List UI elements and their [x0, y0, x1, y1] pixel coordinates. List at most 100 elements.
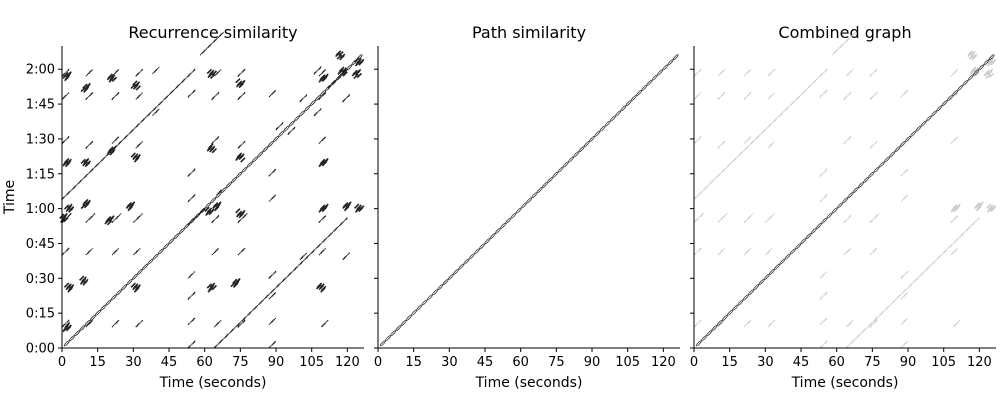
- main-diagonal-mark: [463, 258, 470, 265]
- recurrence-streak: [90, 69, 93, 73]
- recurrence-streak: [330, 232, 333, 235]
- x-tick-label: 60: [828, 355, 845, 370]
- recurrence-streak: [303, 254, 305, 257]
- recurrence-blob: [338, 51, 344, 57]
- main-diagonal-mark: [667, 59, 674, 66]
- recurrence-streak: [217, 136, 220, 139]
- recurrence-streak: [905, 169, 908, 173]
- recurrence-streak: [927, 266, 930, 269]
- main-diagonal-mark: [453, 268, 459, 275]
- recurrence-blob: [988, 72, 995, 79]
- main-diagonal-mark: [646, 79, 653, 86]
- recurrence-blob: [65, 72, 72, 79]
- recurrence-streak: [69, 212, 72, 215]
- recurrence-streak: [237, 74, 240, 78]
- recurrence-streak: [834, 49, 838, 53]
- recurrence-streak: [906, 340, 909, 343]
- recurrence-streak: [749, 143, 752, 146]
- recurrence-streak: [820, 73, 823, 76]
- recurrence-blob: [352, 69, 358, 75]
- main-diagonal-mark: [515, 207, 522, 214]
- main-diagonal-mark: [816, 222, 822, 229]
- recurrence-streak: [871, 95, 874, 98]
- recurrence-blob: [135, 154, 141, 160]
- recurrence-blob: [323, 203, 329, 209]
- recurrence-streak: [749, 319, 752, 322]
- recurrence-streak: [243, 140, 246, 144]
- recurrence-streak: [66, 137, 69, 140]
- recurrence-streak: [743, 74, 746, 77]
- x-tick-label: 75: [864, 355, 881, 370]
- recurrence-streak: [802, 90, 805, 94]
- recurrence-streak: [117, 143, 120, 146]
- main-diagonal-mark: [983, 59, 990, 66]
- recurrence-streak: [137, 72, 140, 75]
- recurrence-streak: [739, 152, 742, 155]
- recurrence-streak: [184, 78, 186, 81]
- main-diagonal-mark: [447, 274, 454, 280]
- recurrence-streak: [312, 249, 315, 253]
- main-diagonal-mark: [484, 238, 491, 245]
- recurrence-streak: [111, 325, 114, 328]
- recurrence-streak: [267, 294, 270, 297]
- recurrence-streak: [900, 95, 903, 98]
- recurrence-streak: [903, 319, 907, 323]
- recurrence-streak: [723, 91, 726, 95]
- recurrence-blob: [106, 215, 112, 222]
- recurrence-streak: [306, 255, 309, 259]
- main-diagonal-mark: [69, 335, 75, 342]
- recurrence-blob: [969, 69, 975, 76]
- recurrence-streak: [318, 220, 321, 224]
- recurrence-streak: [718, 145, 721, 148]
- main-diagonal-mark: [651, 74, 658, 81]
- main-diagonal-mark: [695, 340, 702, 347]
- recurrence-streak: [748, 249, 751, 251]
- main-diagonal-mark: [889, 151, 896, 158]
- main-diagonal-mark: [406, 314, 412, 321]
- recurrence-streak: [237, 325, 240, 328]
- recurrence-streak: [188, 345, 191, 348]
- main-diagonal-mark: [769, 268, 775, 275]
- recurrence-streak: [869, 74, 872, 78]
- recurrence-blob: [215, 202, 221, 209]
- recurrence-blob: [320, 287, 326, 293]
- recurrence-streak: [300, 261, 303, 265]
- y-tick-label: 0:00: [26, 342, 55, 357]
- recurrence-streak: [138, 143, 141, 146]
- recurrence-streak: [318, 97, 321, 101]
- recurrence-blob: [355, 59, 362, 65]
- recurrence-blob: [133, 82, 140, 89]
- plot-area: [59, 32, 365, 349]
- recurrence-streak: [733, 157, 737, 161]
- recurrence-blob: [82, 200, 88, 206]
- recurrence-streak: [239, 144, 242, 147]
- recurrence-streak: [121, 139, 123, 142]
- recurrence-streak: [819, 297, 822, 301]
- main-diagonal-mark: [636, 90, 642, 96]
- recurrence-streak: [68, 213, 71, 217]
- recurrence-streak: [745, 139, 748, 142]
- recurrence-streak: [316, 111, 318, 114]
- recurrence-blob: [207, 72, 213, 79]
- recurrence-streak: [220, 32, 223, 35]
- main-diagonal-mark: [557, 166, 564, 173]
- recurrence-streak: [822, 72, 824, 75]
- recurrence-streak: [699, 92, 702, 94]
- recurrence-streak: [763, 129, 766, 132]
- recurrence-streak: [824, 318, 827, 321]
- main-diagonal-mark: [288, 120, 295, 127]
- recurrence-streak: [304, 95, 306, 98]
- main-diagonal-mark: [894, 146, 901, 153]
- main-diagonal-mark: [826, 212, 833, 219]
- recurrence-streak: [844, 141, 847, 143]
- recurrence-streak: [870, 322, 873, 324]
- recurrence-streak: [206, 46, 209, 49]
- recurrence-streak: [743, 97, 746, 101]
- recurrence-streak: [787, 106, 790, 108]
- main-diagonal-mark: [931, 110, 938, 117]
- recurrence-streak: [249, 311, 252, 314]
- recurrence-streak: [324, 215, 327, 218]
- recurrence-blob: [127, 206, 133, 212]
- recurrence-streak: [268, 174, 271, 177]
